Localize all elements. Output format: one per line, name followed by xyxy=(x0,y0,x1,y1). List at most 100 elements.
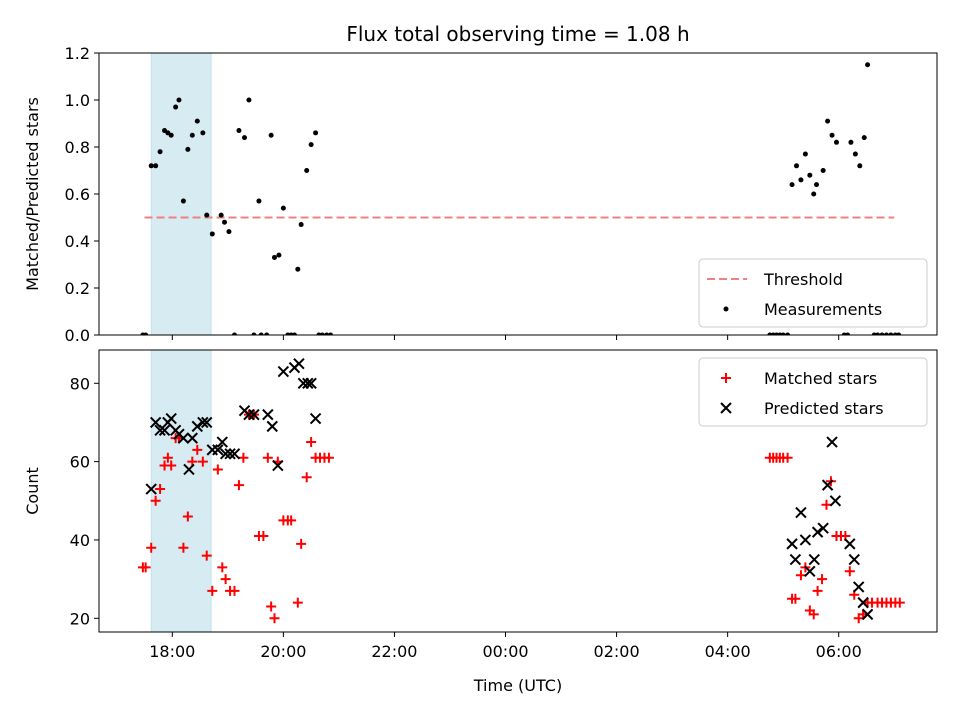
y-tick-label: 0.8 xyxy=(65,138,90,157)
y-tick-label: 0.4 xyxy=(65,232,90,251)
matched-point xyxy=(201,550,212,561)
data-point xyxy=(295,266,301,272)
matched-point xyxy=(894,597,905,608)
matched-point xyxy=(812,585,823,596)
matched-point xyxy=(266,601,277,612)
data-point xyxy=(825,118,831,124)
data-point xyxy=(200,130,206,136)
x-tick-label: 06:00 xyxy=(816,642,862,661)
predicted-point xyxy=(852,581,865,593)
predicted-point xyxy=(216,436,228,448)
data-point xyxy=(251,332,257,335)
legend-box xyxy=(698,258,928,328)
predicted-point xyxy=(149,416,162,429)
predicted-point xyxy=(821,479,834,491)
data-point xyxy=(802,151,808,157)
predicted-point xyxy=(277,365,290,378)
data-point xyxy=(280,205,286,211)
predicted-point xyxy=(183,463,195,476)
predicted-point xyxy=(293,358,305,370)
y-tick-label: 20 xyxy=(70,609,90,628)
matched-point xyxy=(217,562,228,573)
x-tick-label: 20:00 xyxy=(260,642,306,661)
data-point xyxy=(789,182,795,188)
matched-point xyxy=(817,574,828,585)
matched-point xyxy=(155,484,166,495)
y-tick-label: 40 xyxy=(70,531,90,550)
legend-matched-marker xyxy=(721,373,731,383)
matched-point xyxy=(220,574,231,585)
data-point xyxy=(794,163,800,169)
predicted-point xyxy=(186,432,199,444)
predicted-point xyxy=(861,608,874,621)
data-point xyxy=(319,332,325,335)
data-point xyxy=(232,332,238,335)
data-point xyxy=(194,118,200,124)
data-point xyxy=(785,332,791,335)
matched-point xyxy=(238,452,249,463)
predicted-point xyxy=(302,377,314,389)
matched-point xyxy=(150,495,161,506)
matched-point xyxy=(262,452,273,463)
data-point xyxy=(324,332,330,335)
y-tick-label: 0.6 xyxy=(65,185,90,204)
x-tick-label: 18:00 xyxy=(149,642,195,661)
axes-frame xyxy=(98,349,938,633)
legend-entry-label: Matched stars xyxy=(764,369,877,388)
data-point xyxy=(256,198,262,204)
data-point xyxy=(879,332,885,335)
predicted-point xyxy=(266,420,278,433)
predicted-point xyxy=(165,412,177,425)
data-point xyxy=(328,332,334,335)
matched-point xyxy=(323,452,334,463)
y-tick-label: 1.0 xyxy=(65,91,90,110)
data-point xyxy=(896,332,902,335)
data-point xyxy=(226,229,232,235)
data-point xyxy=(852,151,858,157)
data-point xyxy=(883,332,889,335)
predicted-point xyxy=(243,408,255,421)
matched-point xyxy=(782,452,793,463)
data-point xyxy=(271,254,277,260)
matched-point xyxy=(192,444,203,455)
predicted-point xyxy=(262,408,274,421)
predicted-point xyxy=(201,416,213,429)
data-point xyxy=(865,62,871,68)
series-matched-stars xyxy=(137,409,905,624)
data-point xyxy=(313,130,319,136)
data-point xyxy=(829,132,835,138)
predicted-point xyxy=(808,553,820,566)
y-axis-label: Matched/Predicted stars xyxy=(23,97,42,291)
matched-point xyxy=(301,472,312,483)
data-point xyxy=(204,212,210,218)
data-point xyxy=(168,132,174,138)
matched-point xyxy=(182,511,193,522)
plot-area xyxy=(140,53,902,335)
data-point xyxy=(276,252,282,258)
legend-entry-label: Measurements xyxy=(764,300,882,319)
x-tick-label: 22:00 xyxy=(371,642,417,661)
legend-predicted-marker xyxy=(720,402,732,414)
predicted-point xyxy=(826,436,838,448)
data-point xyxy=(820,168,826,173)
matched-point xyxy=(258,531,269,542)
data-point xyxy=(308,142,314,148)
data-point xyxy=(209,231,215,237)
matched-point xyxy=(197,456,208,467)
data-point xyxy=(185,146,191,152)
matched-point xyxy=(296,538,307,549)
data-point xyxy=(180,198,186,204)
top-plot: 0.0 0.2 0.4 0.6 0.8 1.0 1.2 Flux total observin… xyxy=(23,22,938,345)
plot-area xyxy=(137,350,905,632)
chart-title: Flux total observing time = 1.08 h xyxy=(346,22,689,46)
shaded-interval xyxy=(150,350,212,632)
predicted-point xyxy=(305,377,317,389)
matched-point xyxy=(229,585,240,596)
matched-point xyxy=(306,437,317,448)
predicted-point xyxy=(857,596,869,609)
y-tick-label: 60 xyxy=(70,453,90,472)
data-point xyxy=(236,128,242,134)
predicted-point xyxy=(197,416,209,429)
matched-point xyxy=(808,609,819,620)
predicted-point xyxy=(219,448,232,460)
